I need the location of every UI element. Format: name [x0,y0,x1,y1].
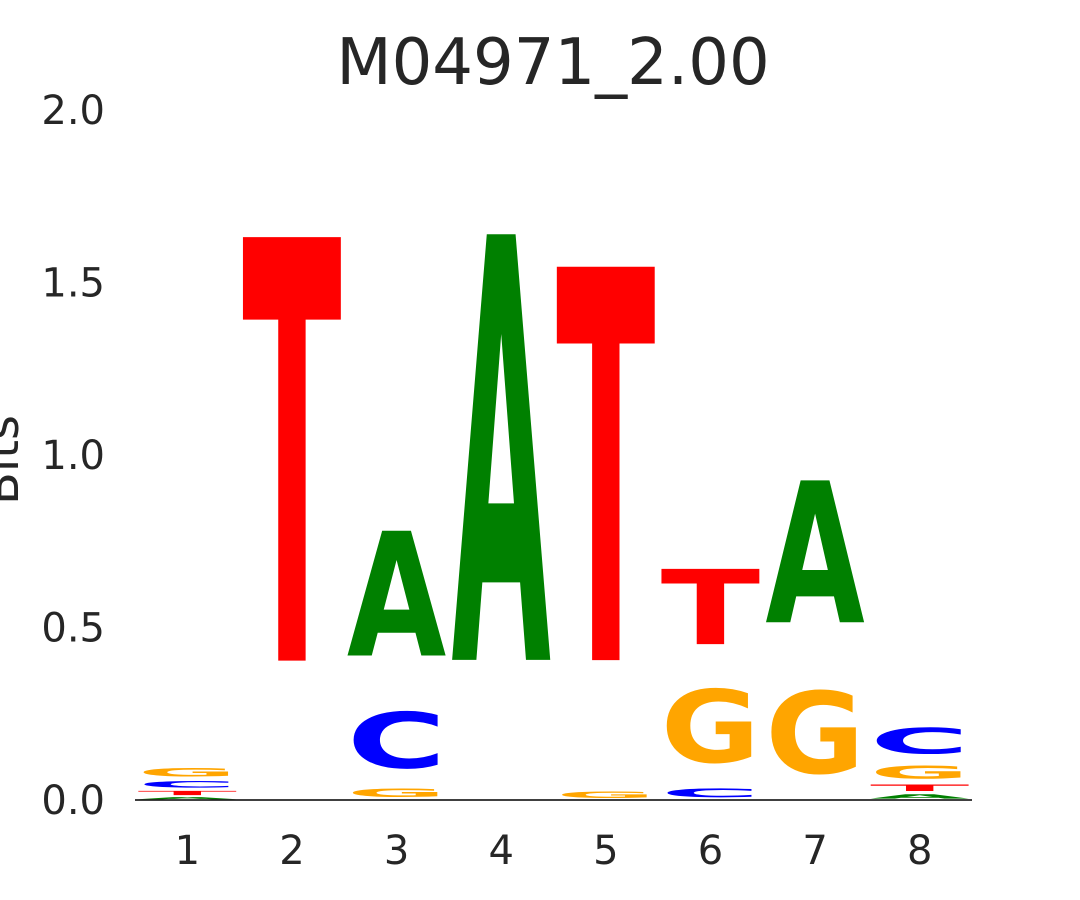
x-axis-ticks: 1 2 3 4 5 6 7 8 [175,828,933,874]
logo-letter-c: C [347,697,446,786]
logo-letter-a: A [138,797,237,800]
chart-title: M04971_2.00 [336,26,769,100]
x-tick-label: 5 [593,828,618,874]
y-tick-label: 0.5 [41,606,105,652]
logo-letter-t: T [870,783,969,793]
logo-letter-g: G [765,669,864,800]
logo-letter-c: C [138,779,237,789]
logo-letter-g: G [870,762,969,782]
x-tick-label: 1 [175,828,200,874]
logo-letter-t: T [556,160,656,788]
logo-letter-t: T [242,121,342,797]
logo-letter-g: G [661,670,760,786]
logo-letter-g: G [556,790,655,800]
y-axis-label: Bits [0,415,30,505]
logo-letter-t: T [661,548,760,668]
x-tick-label: 2 [279,828,304,874]
x-tick-label: 6 [698,828,723,874]
logo-letter-t: T [138,790,237,797]
x-tick-label: 8 [907,828,932,874]
x-tick-label: 7 [802,828,827,874]
x-tick-label: 3 [384,828,409,874]
y-axis-ticks: 0.0 0.5 1.0 1.5 2.0 [41,88,105,824]
logo-letter-a: A [765,442,864,669]
logo-letter-a: A [870,793,969,800]
y-tick-label: 2.0 [41,88,105,134]
y-tick-label: 0.0 [41,778,105,824]
y-tick-label: 1.0 [41,433,105,479]
y-tick-label: 1.5 [41,261,105,307]
logo-letter-g: G [347,786,446,800]
logo-letter-a: A [347,497,446,696]
logo-letter-g: G [138,766,237,780]
x-tick-label: 4 [488,828,513,874]
logo-letter-c: C [870,721,969,762]
logo-letter-a: A [451,118,551,798]
logo-letter-c: C [661,786,760,800]
